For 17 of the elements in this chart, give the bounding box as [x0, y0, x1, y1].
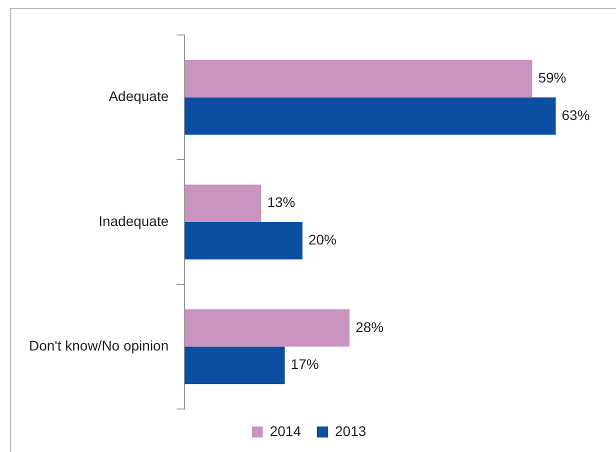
bar — [184, 60, 532, 98]
bar — [184, 97, 556, 135]
bar — [184, 222, 302, 260]
data-label: 13% — [267, 194, 296, 210]
y-tick-label: Don't know/No opinion — [28, 338, 169, 354]
data-label: 63% — [562, 106, 590, 123]
data-label: 20% — [308, 232, 336, 248]
data-label: 17% — [290, 356, 319, 372]
legend-label: 2014 — [270, 422, 302, 439]
bar — [184, 346, 285, 384]
y-tick-label: Adequate — [108, 88, 169, 104]
bar — [184, 184, 262, 222]
y-tick-label: Inadequate — [98, 212, 169, 229]
data-label: 59% — [538, 69, 566, 86]
legend-label: 2013 — [335, 422, 366, 439]
bar — [184, 309, 350, 347]
data-label: 28% — [356, 318, 384, 335]
